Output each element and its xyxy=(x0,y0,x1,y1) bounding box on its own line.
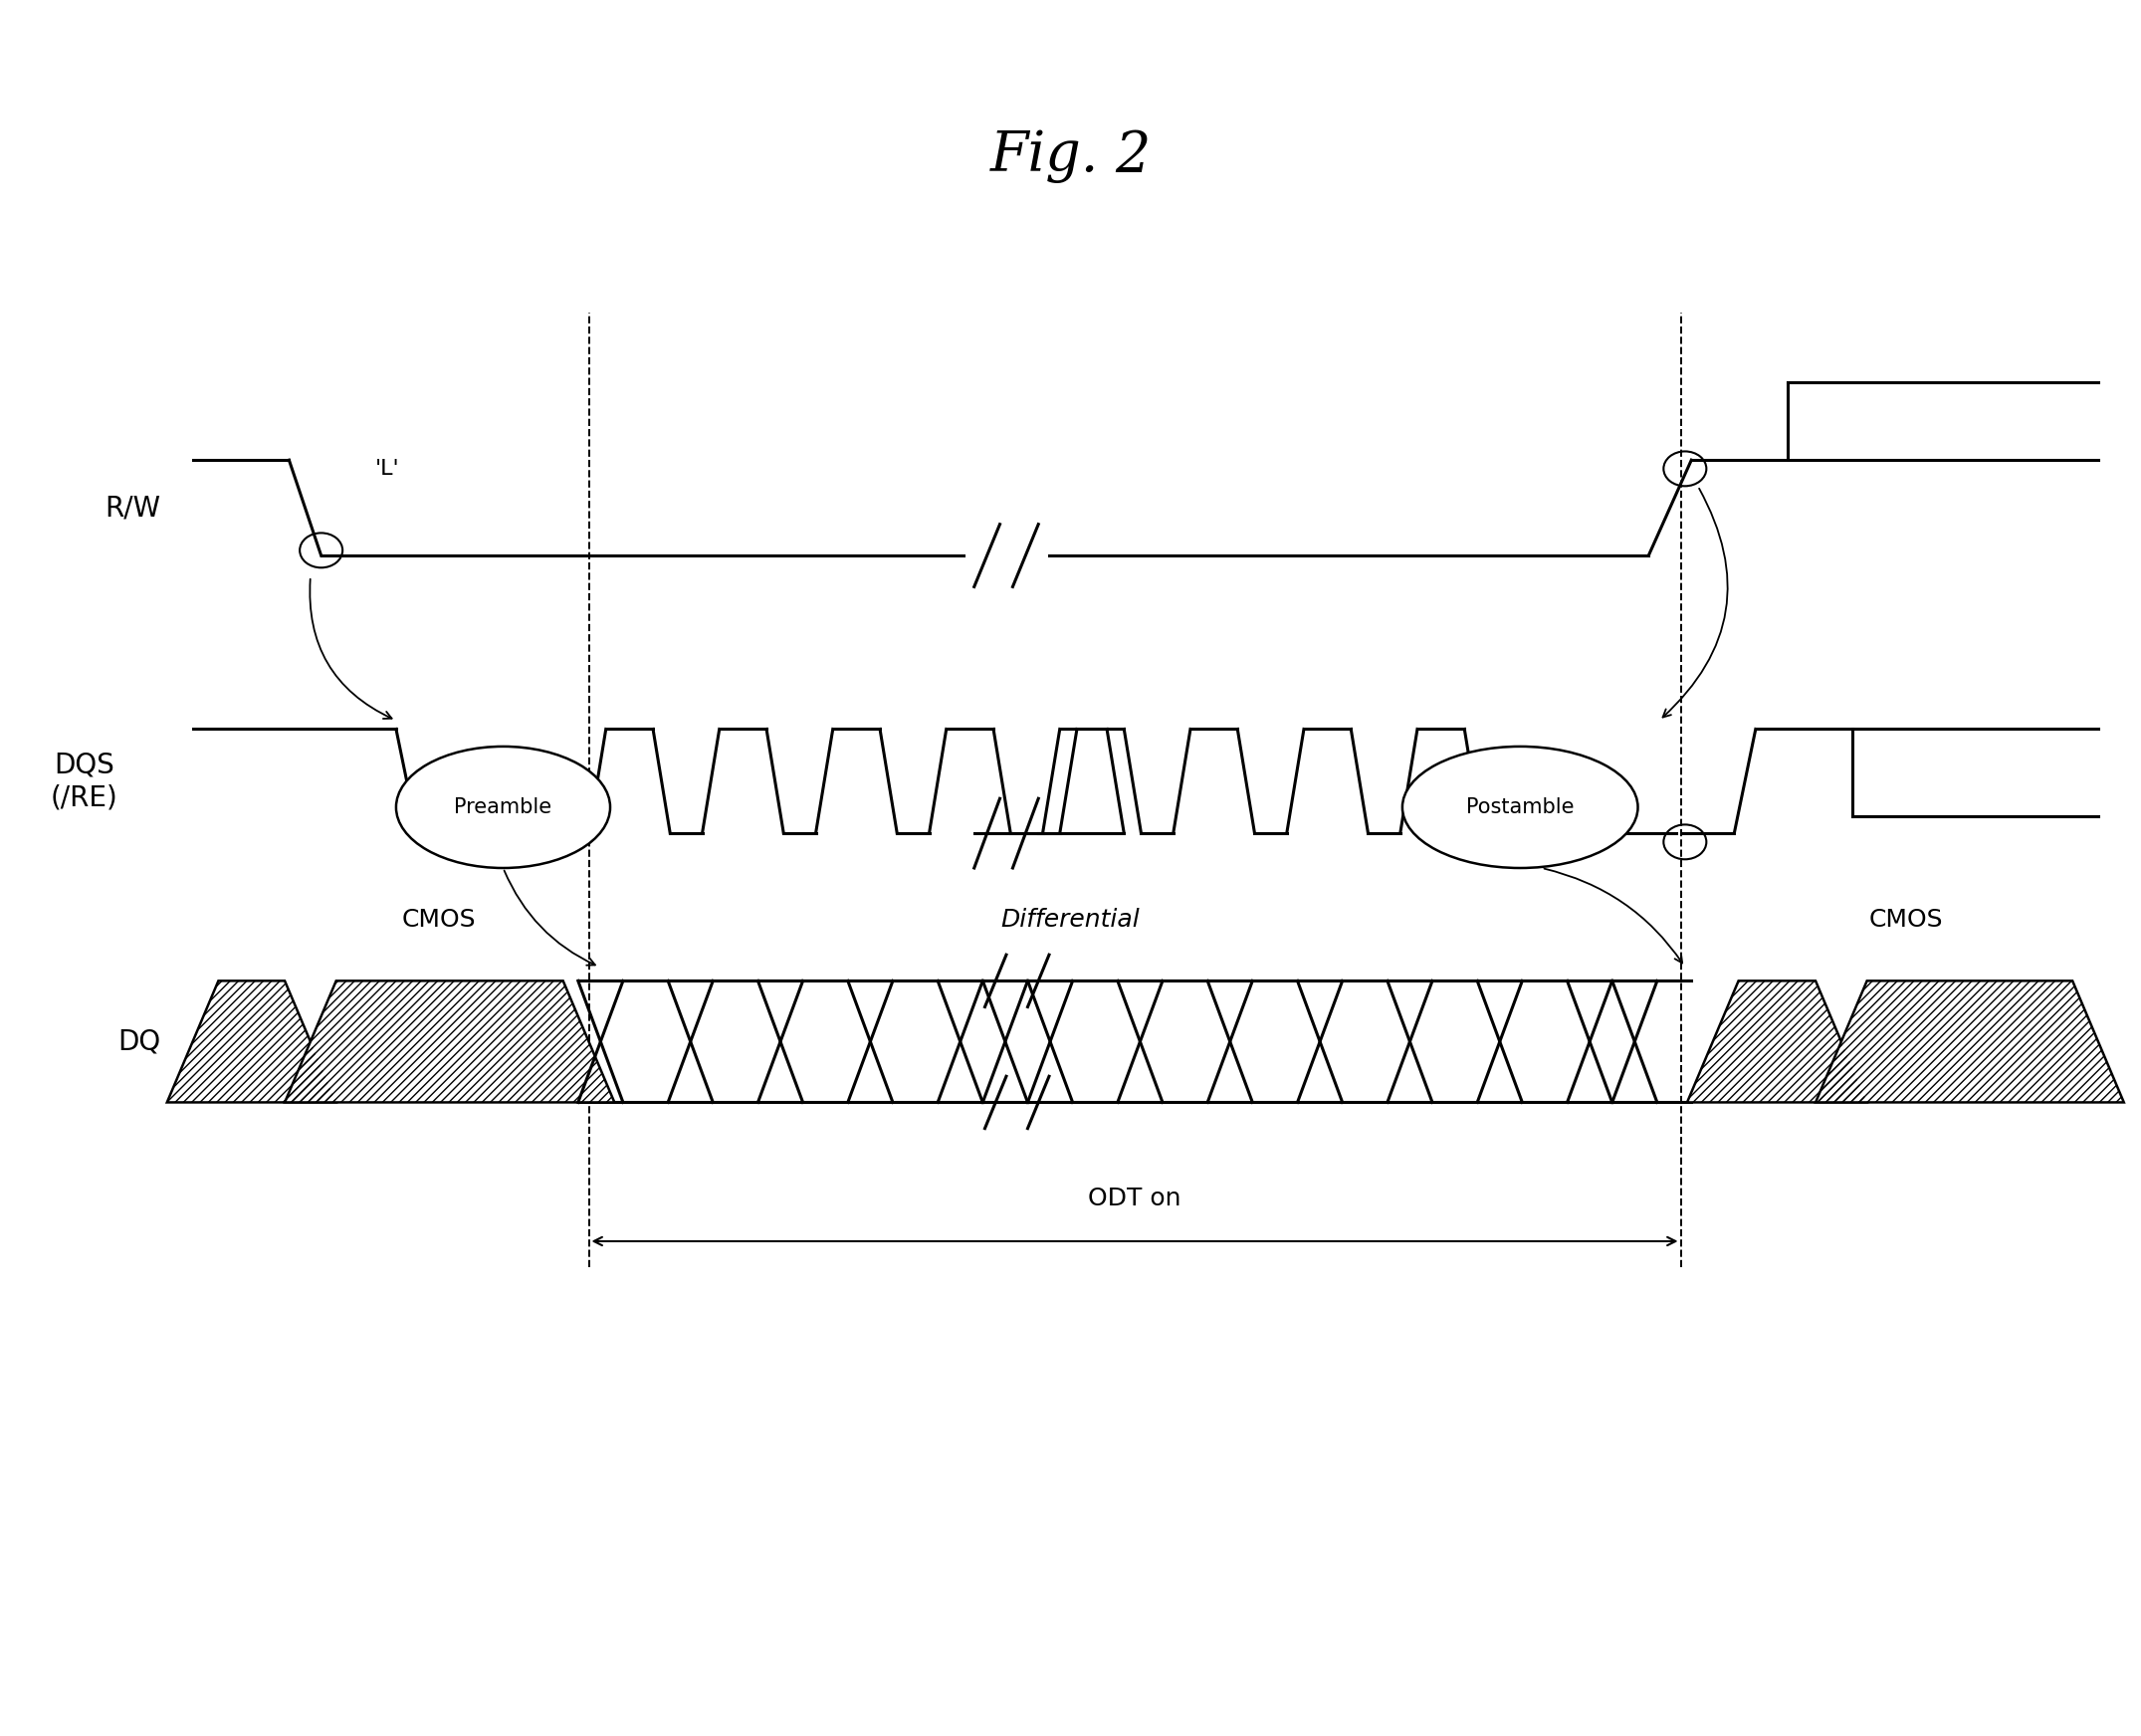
Ellipse shape xyxy=(396,746,610,868)
Polygon shape xyxy=(1816,981,2124,1102)
Text: CMOS: CMOS xyxy=(1869,908,1942,932)
Text: Differential: Differential xyxy=(1002,908,1139,932)
Text: Fig. 2: Fig. 2 xyxy=(989,128,1152,184)
Polygon shape xyxy=(167,981,336,1102)
Text: R/W: R/W xyxy=(105,493,161,523)
Text: CMOS: CMOS xyxy=(403,908,475,932)
Polygon shape xyxy=(285,981,614,1102)
Text: Postamble: Postamble xyxy=(1467,797,1574,818)
Polygon shape xyxy=(1687,981,1867,1102)
FancyArrowPatch shape xyxy=(310,580,392,719)
Text: 'L': 'L' xyxy=(375,458,398,479)
FancyArrowPatch shape xyxy=(1664,488,1728,717)
FancyArrowPatch shape xyxy=(1544,868,1683,963)
FancyArrowPatch shape xyxy=(505,870,595,965)
Text: DQ: DQ xyxy=(118,1028,161,1055)
Ellipse shape xyxy=(1402,746,1638,868)
Text: Preamble: Preamble xyxy=(454,797,552,818)
Text: DQS
(/RE): DQS (/RE) xyxy=(51,752,118,811)
Text: ODT on: ODT on xyxy=(1088,1186,1182,1210)
